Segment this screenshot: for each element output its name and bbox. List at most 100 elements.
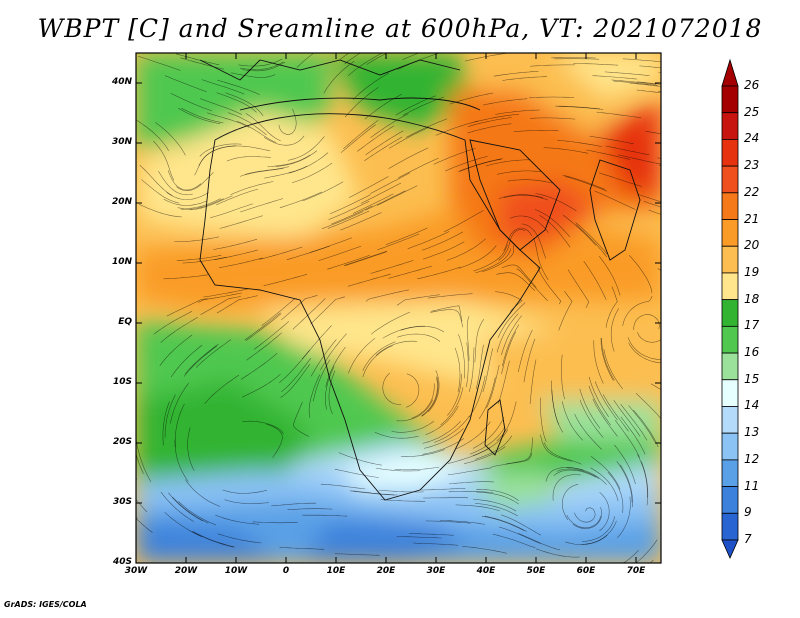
lat-label: 20N xyxy=(111,197,132,207)
streamline xyxy=(159,334,193,366)
streamline xyxy=(263,273,308,286)
streamline xyxy=(604,71,650,76)
streamline xyxy=(628,405,655,443)
streamline xyxy=(497,360,510,405)
streamline xyxy=(340,53,350,60)
streamline xyxy=(422,241,465,260)
streamline xyxy=(184,343,219,375)
streamline xyxy=(421,377,439,417)
colorbar-label: 12 xyxy=(744,451,760,466)
streamline xyxy=(301,325,332,360)
streamline xyxy=(539,215,571,248)
streamline xyxy=(493,71,539,77)
streamline xyxy=(380,53,383,54)
streamline xyxy=(435,120,479,136)
colorbar-swatch xyxy=(721,139,739,167)
streamline xyxy=(627,337,661,360)
streamline xyxy=(495,109,540,115)
streamline xyxy=(458,158,502,173)
streamline xyxy=(239,167,284,177)
streamline xyxy=(219,215,263,229)
streamline xyxy=(400,326,445,333)
streamline xyxy=(370,172,411,194)
colorbar-swatch xyxy=(721,406,739,434)
streamline xyxy=(475,503,518,517)
streamline xyxy=(360,182,402,204)
streamline xyxy=(572,507,603,529)
colorbar-swatch xyxy=(721,165,739,194)
streamline xyxy=(281,295,318,321)
streamline xyxy=(573,63,619,66)
streamline xyxy=(637,332,661,343)
streamline xyxy=(224,499,270,504)
streamline xyxy=(485,159,531,167)
streamline xyxy=(605,286,618,328)
streamline xyxy=(616,496,631,539)
streamline xyxy=(187,427,195,471)
streamline xyxy=(376,185,418,206)
streamline xyxy=(449,481,495,485)
streamline xyxy=(216,295,258,314)
streamline xyxy=(553,469,597,478)
streamline xyxy=(507,179,553,184)
streamline xyxy=(610,308,619,352)
streamline xyxy=(340,212,382,231)
streamline xyxy=(253,321,290,350)
streamline xyxy=(602,394,629,432)
streamline xyxy=(180,198,224,210)
streamline xyxy=(240,198,284,213)
streamline xyxy=(238,58,283,67)
streamline xyxy=(501,514,542,536)
streamline xyxy=(176,255,222,261)
streamline xyxy=(588,376,609,418)
streamline xyxy=(564,176,608,192)
colorbar-label: 14 xyxy=(744,398,760,413)
streamline xyxy=(261,298,297,326)
streamline xyxy=(136,119,169,152)
streamline xyxy=(226,156,272,162)
streamline xyxy=(362,341,396,371)
streamline xyxy=(417,266,461,280)
streamline xyxy=(197,292,242,303)
streamline xyxy=(629,255,653,294)
streamline xyxy=(599,492,610,532)
streamline xyxy=(181,107,224,124)
streamline xyxy=(473,244,508,272)
streamline xyxy=(481,515,525,531)
streamline xyxy=(222,489,267,494)
colorbar-label: 24 xyxy=(744,131,760,146)
lon-label: 10E xyxy=(326,566,346,576)
streamline xyxy=(637,81,661,85)
streamline xyxy=(503,227,533,252)
colorbar-label: 19 xyxy=(744,264,760,279)
streamline xyxy=(259,246,303,260)
streamline xyxy=(213,239,257,250)
streamline xyxy=(279,546,325,550)
streamline xyxy=(174,403,185,448)
streamline xyxy=(275,150,318,167)
streamline xyxy=(370,113,409,138)
streamline xyxy=(310,339,337,377)
streamline xyxy=(349,490,395,496)
colorbar-label: 13 xyxy=(744,425,760,440)
streamline xyxy=(472,429,509,457)
colorbar-label: 9 xyxy=(744,505,752,520)
streamline xyxy=(406,373,420,408)
streamline xyxy=(175,53,220,66)
map-title: WBPT [C] and Sreamline at 600hPa, VT: 20… xyxy=(37,14,763,43)
colorbar-swatch xyxy=(721,112,739,140)
colorbar-swatch xyxy=(721,85,739,114)
colorbar-label: 17 xyxy=(744,318,760,333)
streamline xyxy=(164,75,207,93)
streamline xyxy=(583,260,607,300)
streamline xyxy=(423,428,464,449)
streamline xyxy=(413,542,459,546)
streamline xyxy=(475,435,513,460)
streamline xyxy=(657,157,661,159)
streamline xyxy=(396,536,442,539)
streamline xyxy=(523,338,536,383)
streamline xyxy=(558,290,573,331)
colorbar-swatch xyxy=(721,459,739,487)
streamline xyxy=(643,200,661,208)
streamline xyxy=(433,148,476,165)
